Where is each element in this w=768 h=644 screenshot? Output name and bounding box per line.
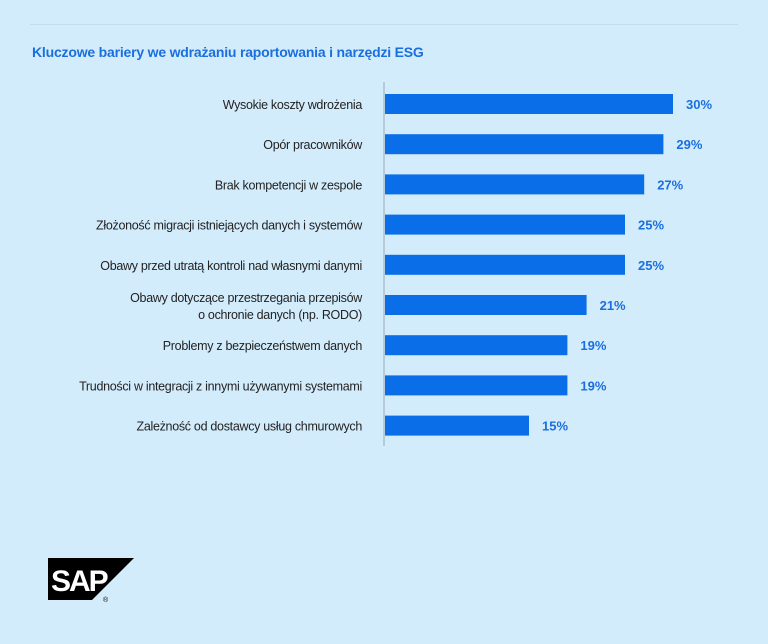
category-label: Problemy z bezpieczeństwem danych [163,339,363,353]
value-label: 21% [600,298,626,313]
bar [385,134,664,155]
category-label: Wysokie koszty wdrożenia [223,98,363,112]
top-divider [30,24,738,25]
bar [385,375,568,396]
sap-logo: SAP ® [48,558,134,604]
value-label: 25% [638,258,664,273]
bar [385,94,673,114]
bar [385,174,645,195]
value-label: 19% [580,378,606,393]
svg-text:SAP: SAP [51,565,108,598]
value-label: 19% [580,338,606,353]
category-label: Złożoność migracji istniejących danych i… [96,219,363,233]
value-label: 25% [638,218,664,233]
svg-text:®: ® [103,596,109,604]
bar [385,254,625,275]
value-label: 15% [542,419,568,434]
category-label: Zależność od dostawcy usług chmurowych [136,420,362,434]
category-label: Brak kompetencji w zespole [215,178,362,192]
value-label: 30% [686,97,712,112]
category-label: Trudności w integracji z innymi używanym… [79,379,362,393]
category-label: Obawy dotyczące przestrzegania przepisów… [130,291,363,322]
bar [385,295,587,315]
category-label: Opór pracowników [263,138,363,152]
chart-title: Kluczowe bariery we wdrażaniu raportowan… [32,44,424,60]
value-label: 29% [676,137,702,152]
bar [385,214,625,235]
bar [385,415,529,436]
bar [385,335,568,356]
value-label: 27% [657,177,683,192]
category-label: Obawy przed utratą kontroli nad własnymi… [100,259,362,273]
